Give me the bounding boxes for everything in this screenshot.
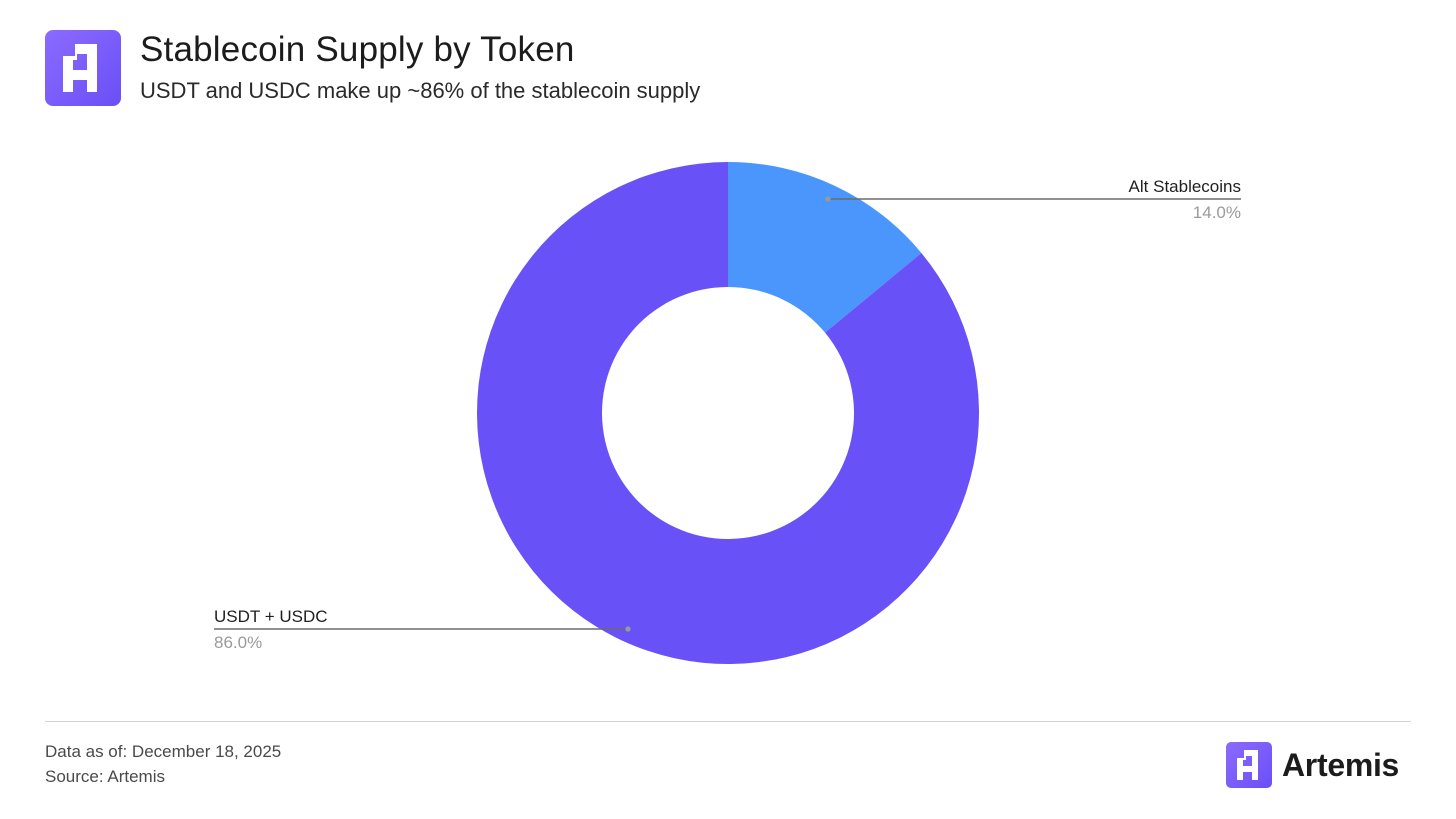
slice-label-alt-stablecoins: Alt Stablecoins bbox=[1129, 177, 1241, 196]
slice-value-usdt-usdc: 86.0% bbox=[214, 633, 262, 652]
artemis-logo-icon bbox=[45, 30, 121, 106]
artemis-logo-icon bbox=[1226, 742, 1272, 788]
footer-divider bbox=[45, 721, 1411, 722]
slice-alt-stablecoins bbox=[728, 162, 922, 333]
data-date: Data as of: December 18, 2025 bbox=[45, 742, 282, 761]
leader-dot-alt-stablecoins bbox=[825, 196, 831, 202]
slice-label-usdt-usdc: USDT + USDC bbox=[214, 607, 328, 626]
brand-lockup: Artemis bbox=[1226, 742, 1399, 788]
data-source: Source: Artemis bbox=[45, 767, 165, 786]
chart-subtitle: USDT and USDC make up ~86% of the stable… bbox=[140, 78, 701, 103]
slice-value-alt-stablecoins: 14.0% bbox=[1193, 203, 1241, 222]
slice-usdt-usdc bbox=[476, 162, 979, 664]
donut-chart: Alt Stablecoins 14.0% USDT + USDC 86.0% bbox=[214, 162, 1241, 664]
leader-dot-usdt-usdc bbox=[625, 626, 631, 632]
chart-title: Stablecoin Supply by Token bbox=[140, 30, 575, 69]
brand-name: Artemis bbox=[1282, 746, 1400, 783]
